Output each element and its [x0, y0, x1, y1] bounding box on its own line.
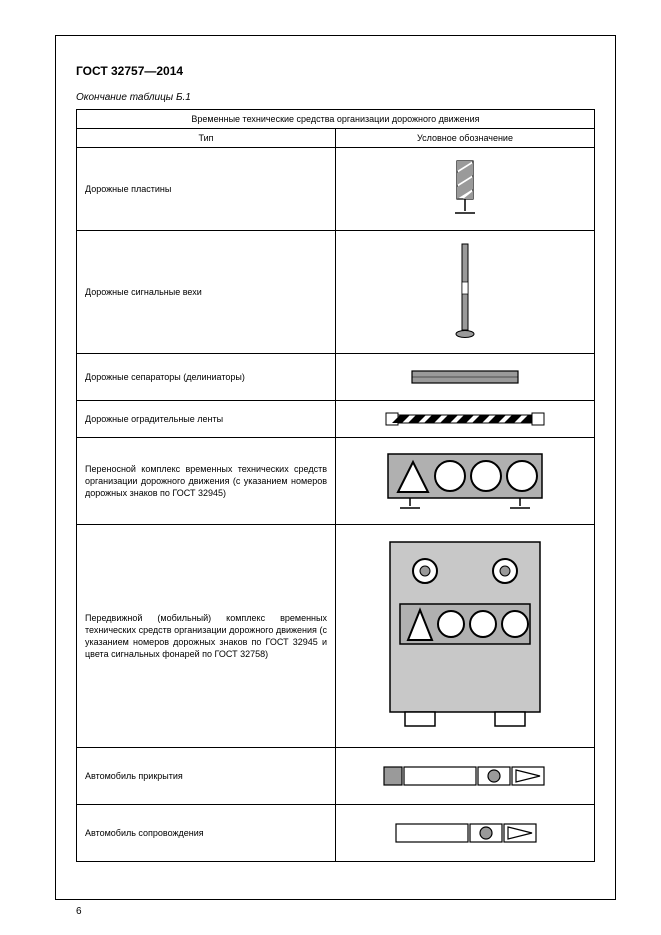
escort-vehicle-icon	[390, 816, 540, 850]
separator-icon	[410, 367, 520, 387]
row-symbol	[336, 525, 595, 748]
row-label: Передвижной (мобильный) комплекс временн…	[77, 525, 336, 748]
row-symbol	[336, 354, 595, 401]
signal-pole-icon	[450, 242, 480, 342]
col-symbol-header: Условное обозначение	[336, 129, 595, 148]
symbols-table: Временные технические средства организац…	[76, 109, 595, 862]
page: ГОСТ 32757—2014 Окончание таблицы Б.1 Вр…	[0, 0, 661, 935]
table-subheader-row: Тип Условное обозначение	[77, 129, 595, 148]
barrier-tape-icon	[385, 411, 545, 427]
doc-title: ГОСТ 32757—2014	[76, 64, 595, 78]
mobile-complex-icon	[375, 536, 555, 736]
table-header-span: Временные технические средства организац…	[77, 110, 595, 129]
road-plate-icon	[445, 159, 485, 219]
row-symbol	[336, 438, 595, 525]
table-row: Дорожные сепараторы (делиниаторы)	[77, 354, 595, 401]
row-symbol	[336, 231, 595, 354]
row-symbol	[336, 805, 595, 862]
row-label: Дорожные сигнальные вехи	[77, 231, 336, 354]
row-symbol	[336, 401, 595, 438]
content-frame: ГОСТ 32757—2014 Окончание таблицы Б.1 Вр…	[55, 35, 616, 900]
table-row: Переносной комплекс временных технически…	[77, 438, 595, 525]
table-row: Дорожные оградительные ленты	[77, 401, 595, 438]
row-label: Дорожные сепараторы (делиниаторы)	[77, 354, 336, 401]
row-symbol	[336, 748, 595, 805]
col-type-header: Тип	[77, 129, 336, 148]
table-row: Дорожные сигнальные вехи	[77, 231, 595, 354]
row-label: Автомобиль прикрытия	[77, 748, 336, 805]
table-row: Передвижной (мобильный) комплекс временн…	[77, 525, 595, 748]
cover-vehicle-icon	[380, 759, 550, 793]
row-label: Автомобиль сопровождения	[77, 805, 336, 862]
table-row: Автомобиль сопровождения	[77, 805, 595, 862]
page-number: 6	[76, 906, 82, 917]
portable-complex-icon	[380, 448, 550, 514]
row-label: Переносной комплекс временных технически…	[77, 438, 336, 525]
row-label: Дорожные оградительные ленты	[77, 401, 336, 438]
table-header-row: Временные технические средства организац…	[77, 110, 595, 129]
row-label: Дорожные пластины	[77, 148, 336, 231]
row-symbol	[336, 148, 595, 231]
table-row: Дорожные пластины	[77, 148, 595, 231]
table-caption: Окончание таблицы Б.1	[76, 92, 595, 103]
table-row: Автомобиль прикрытия	[77, 748, 595, 805]
